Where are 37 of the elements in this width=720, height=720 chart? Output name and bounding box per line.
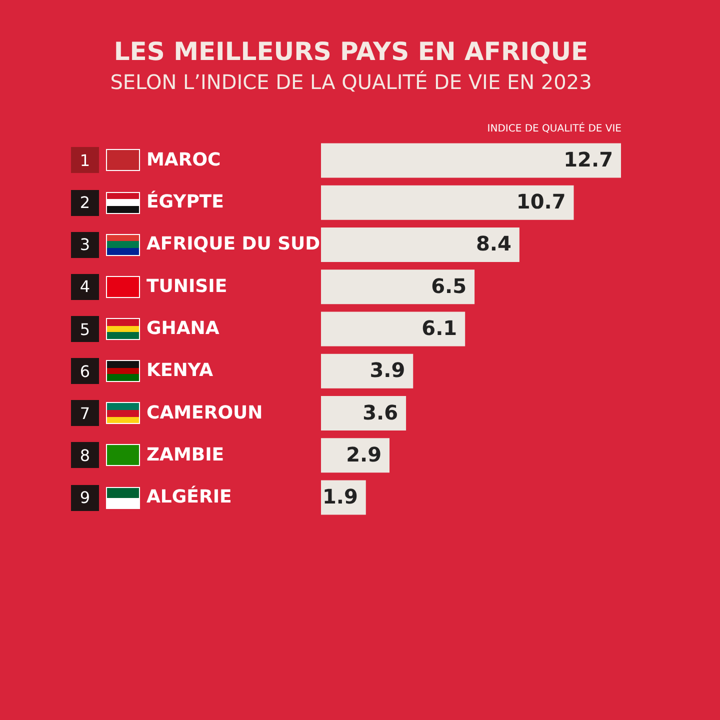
y-tick-label: ÉGYPTE [146,190,224,213]
y-tick-label: KENYA [146,360,214,382]
bar [321,143,621,178]
data-label: 3.6 [362,400,398,424]
data-label: 3.9 [370,358,406,382]
text: 6 [71,358,99,384]
bar [321,185,574,220]
text: 3 [71,232,99,258]
chart-title: LES MEILLEURS PAYS EN AFRIQUE [114,37,588,66]
text: 1 [71,147,99,174]
chart-subtitle: SELON L’INDICE DE LA QUALITÉ DE VIE EN 2023 [110,70,592,94]
bar [321,396,406,431]
data-label: 6.5 [431,274,467,298]
text: 7 [71,400,99,426]
text: 8 [71,442,99,468]
data-label: 10.7 [516,190,566,214]
text: 2 [71,190,99,216]
y-tick-label: AFRIQUE DU SUD [146,234,320,255]
data-label: 12.7 [564,147,613,172]
y-tick-label: ALGÉRIE [146,486,232,508]
data-label: 8.4 [476,232,512,256]
bar [321,354,414,388]
bar [321,312,466,346]
data-label: 2.9 [346,442,382,466]
text: 4 [71,274,99,300]
data-label: 1.9 [322,484,358,509]
y-tick-label: ZAMBIE [146,444,224,466]
bar [321,227,520,262]
y-tick-label: GHANA [146,318,220,339]
y-tick-label: CAMEROUN [146,402,263,424]
bar [321,270,475,304]
data-label: 6.1 [422,316,458,340]
y-tick-label: TUNISIE [146,276,228,297]
y-tick-label: MAROC [146,149,221,170]
text: 5 [71,316,99,342]
x-axis-title: INDICE DE QUALITÉ DE VIE [487,122,622,134]
text: 9 [71,484,99,510]
